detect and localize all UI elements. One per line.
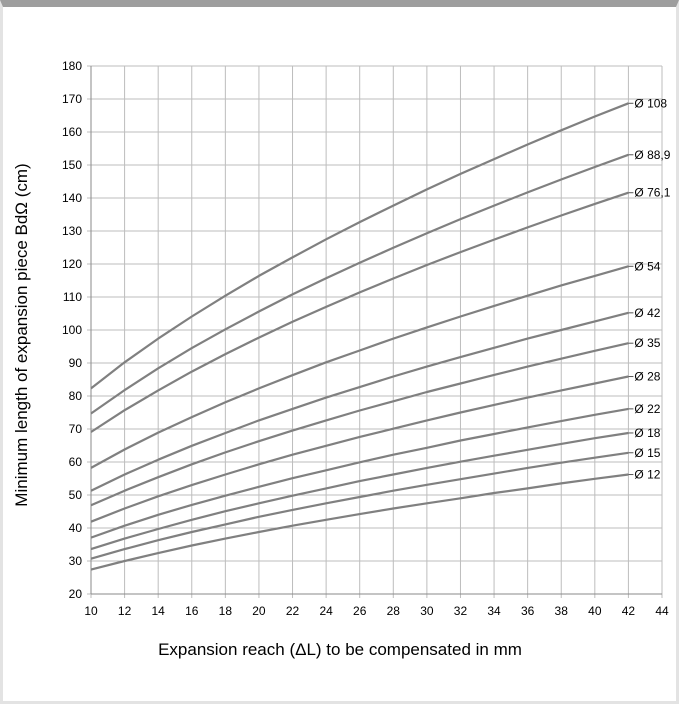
y-tick-label: 20: [69, 587, 83, 601]
series-line: [90, 102, 629, 390]
series-label: Ø 15: [634, 446, 660, 460]
y-tick-label: 70: [69, 422, 83, 436]
y-tick-label: 180: [62, 59, 82, 73]
x-axis-label: Expansion reach (ΔL) to be compensated i…: [158, 640, 522, 659]
series-label: Ø 12: [634, 468, 660, 482]
y-tick-label: 120: [62, 257, 82, 271]
series-label: Ø 35: [634, 336, 660, 350]
series-line: [90, 407, 629, 539]
y-tick-label: 90: [69, 356, 83, 370]
series-line: [90, 311, 629, 492]
series-line: [90, 451, 629, 560]
y-tick-label: 30: [69, 554, 83, 568]
tick-labels: 10 12 14 16 18 20 22 24 26 28 30 32 34 36 38 40 42 44 20 30…: [62, 59, 669, 618]
y-tick-label: 40: [69, 521, 83, 535]
x-tick-label: 26: [353, 604, 367, 618]
series-label: Ø 54: [634, 259, 660, 273]
series-line: [90, 431, 629, 551]
y-tick-label: 170: [62, 92, 82, 106]
x-tick-label: 20: [252, 604, 266, 618]
x-tick-label: 44: [655, 604, 669, 618]
series-lines: [90, 102, 629, 571]
y-tick-label: 100: [62, 323, 82, 337]
y-tick-label: 80: [69, 389, 83, 403]
y-tick-label: 110: [63, 290, 82, 304]
grid: [87, 65, 663, 598]
series-line: [90, 375, 629, 523]
x-tick-label: 38: [555, 604, 569, 618]
series-label: Ø 88,9: [634, 148, 670, 162]
x-tick-label: 18: [219, 604, 233, 618]
x-tick-label: 10: [84, 604, 98, 618]
series-label: Ø 76,1: [634, 186, 670, 200]
y-tick-label: 150: [62, 158, 82, 172]
y-tick-label: 60: [69, 455, 83, 469]
series-line: [90, 342, 629, 507]
y-tick-label: 130: [62, 224, 82, 238]
x-tick-label: 28: [387, 604, 401, 618]
series-label: Ø 42: [634, 306, 660, 320]
x-tick-label: 24: [319, 604, 333, 618]
y-tick-label: 140: [62, 191, 82, 205]
series-label: Ø 28: [634, 370, 660, 384]
series-line: [90, 265, 629, 469]
series-line: [90, 473, 629, 571]
x-tick-label: 30: [420, 604, 434, 618]
series-label: Ø 108: [634, 96, 667, 110]
y-axis-label: Minimum length of expansion piece BdΩ (c…: [12, 163, 31, 506]
x-tick-label: 12: [118, 604, 132, 618]
series-line: [90, 191, 629, 433]
x-tick-label: 14: [151, 604, 165, 618]
series-labels: Ø 108 Ø 88,9 Ø 76,1 Ø 54 Ø 42 Ø 35 Ø 28 Ø 22 Ø 1…: [628, 96, 671, 482]
x-tick-label: 42: [622, 604, 636, 618]
y-tick-label: 160: [62, 125, 82, 139]
x-tick-label: 40: [588, 604, 602, 618]
axes: [90, 66, 662, 595]
series-label: Ø 22: [634, 402, 660, 416]
x-tick-label: 22: [286, 604, 300, 618]
x-tick-label: 16: [185, 604, 199, 618]
x-tick-label: 36: [521, 604, 535, 618]
series-line: [90, 153, 629, 415]
x-tick-label: 32: [454, 604, 468, 618]
y-tick-label: 50: [69, 488, 83, 502]
x-tick-label: 34: [487, 604, 501, 618]
series-label: Ø 18: [634, 426, 660, 440]
